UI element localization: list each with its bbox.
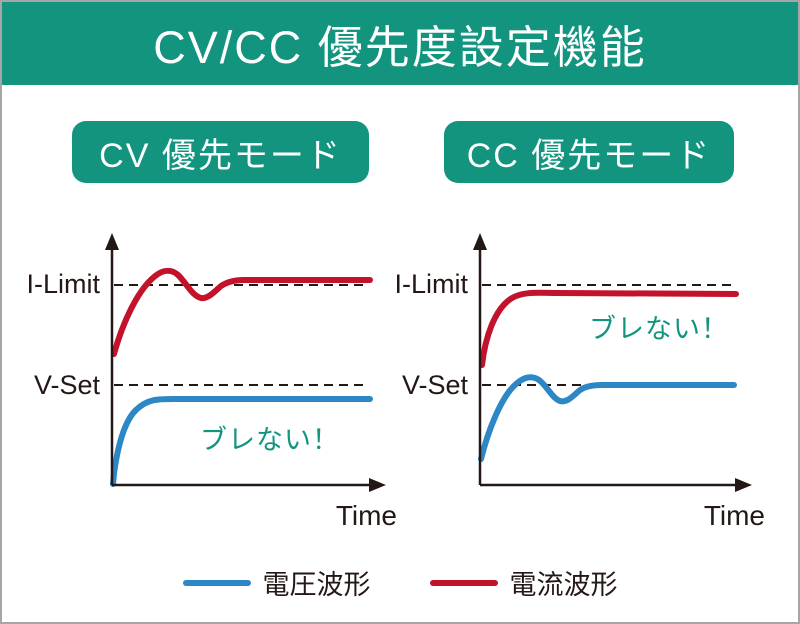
title-bar: CV/CC 優先度設定機能 bbox=[2, 2, 798, 85]
cv-priority-chart bbox=[105, 233, 386, 492]
voltage-line-swatch-icon bbox=[182, 579, 251, 586]
cv-time-axis-label: Time bbox=[335, 500, 397, 531]
cc-v-set-label: V-Set bbox=[401, 370, 468, 400]
voltage-legend-label: 電圧波形 bbox=[262, 570, 371, 600]
cv-x-axis-arrow-icon bbox=[369, 478, 386, 492]
page-title: CV/CC 優先度設定機能 bbox=[153, 22, 647, 73]
cc-mode-badge: CC 優先モード bbox=[444, 121, 734, 183]
legend-item-voltage: 電圧波形 bbox=[182, 563, 371, 602]
legend-item-current: 電流波形 bbox=[429, 563, 618, 602]
cc-y-axis-arrow-icon bbox=[473, 233, 487, 250]
legend: 電圧波形 電流波形 bbox=[2, 563, 798, 602]
current-legend-label: 電流波形 bbox=[509, 570, 618, 600]
cc-time-axis-label: Time bbox=[703, 500, 765, 531]
cv-current-waveform-curve bbox=[111, 267, 373, 357]
cc-mode-badge-label: CC 優先モード bbox=[466, 136, 712, 175]
cv-no-wobble-annotation: ブレない！ bbox=[200, 425, 340, 455]
cc-i-limit-label: I-Limit bbox=[394, 269, 469, 299]
cc-no-wobble-annotation: ブレない！ bbox=[589, 314, 729, 344]
cc-voltage-waveform-curve bbox=[478, 374, 737, 462]
cv-i-limit-label: I-Limit bbox=[26, 269, 101, 299]
cc-priority-chart bbox=[473, 233, 752, 492]
cv-y-axis-arrow-icon bbox=[105, 233, 119, 250]
cc-current-waveform-curve bbox=[479, 289, 739, 368]
cv-mode-badge: CV 優先モード bbox=[72, 121, 369, 183]
current-line-swatch-icon bbox=[429, 579, 498, 586]
cv-v-set-label: V-Set bbox=[33, 370, 100, 400]
cv-mode-badge-label: CV 優先モード bbox=[99, 136, 342, 175]
cc-x-axis-arrow-icon bbox=[735, 478, 752, 492]
cv-voltage-waveform-curve bbox=[110, 395, 373, 487]
